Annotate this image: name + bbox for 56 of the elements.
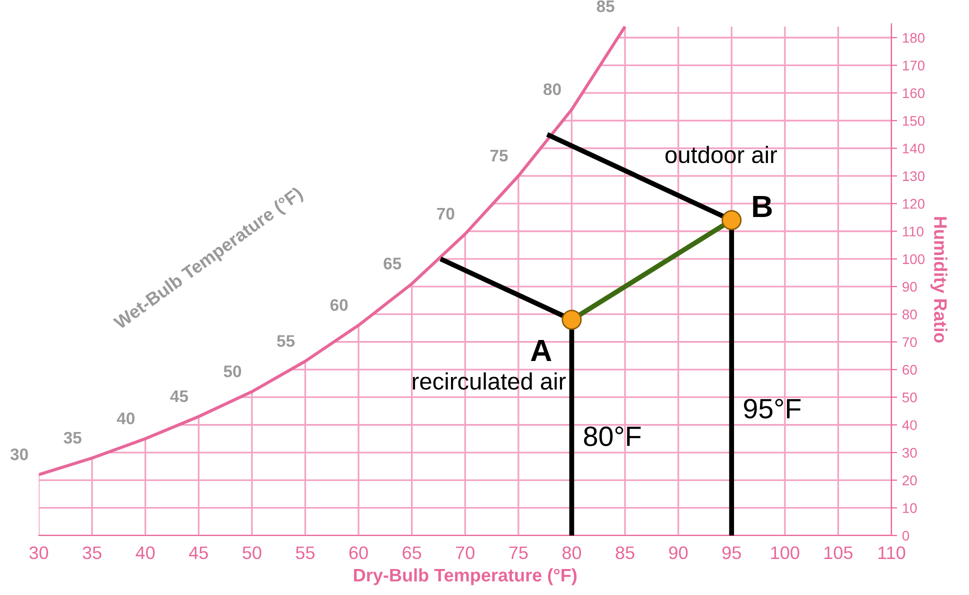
annotation: 30 [10,448,28,460]
y-tick-label: 30 [902,448,917,458]
annotation: 95°F [744,398,801,418]
y-tick-label: 10 [902,503,917,514]
x-tick-label: 110 [878,546,906,560]
annotation: B [753,196,772,217]
x-tick-label: 70 [456,546,474,560]
y-tick-label: 0 [902,530,910,541]
x-tick-label: 55 [296,546,315,560]
y-tick-label: 50 [902,392,917,402]
y-tick-label: 40 [902,420,917,430]
x-tick-label: 35 [82,546,102,560]
y-tick-label: 80 [902,310,917,320]
annotation: 60 [330,299,348,311]
annotation: 65 [384,258,402,270]
y-tick-label: 130 [902,171,925,182]
x-tick-label: 60 [349,546,368,560]
x-tick-label: 80 [562,546,582,560]
annotation: 80 [544,83,561,96]
annotation: 75 [490,150,508,162]
x-tick-label: 95 [722,546,741,560]
x-tick-label: 30 [29,546,48,560]
x-tick-label: 100 [771,546,800,560]
y-tick-label: 170 [902,60,925,70]
x-tick-label: 40 [136,546,155,560]
annotation: 50 [224,365,242,378]
annotation: 70 [437,208,454,220]
annotation: outdoor air [665,146,777,164]
annotation: A [530,340,552,361]
y-tick-label: 60 [902,364,917,375]
y-tick-label: 100 [902,254,925,264]
x-tick-label: 105 [824,546,852,560]
y-tick-label: 180 [902,32,925,43]
x-tick-label: 50 [242,546,262,560]
y-axis-title: Humidity Ratio [930,217,948,343]
annotation: 85 [596,0,614,12]
annotation: 40 [116,412,134,424]
y-tick-label: 150 [902,116,925,126]
annotation: 35 [64,432,82,444]
annotation: recirculated air [412,372,566,390]
x-tick-label: 75 [509,546,528,560]
x-tick-label: 45 [189,546,208,560]
y-tick-label: 90 [902,282,917,292]
annotation: 55 [277,335,295,347]
y-tick-label: 140 [902,144,925,154]
x-tick-label: 90 [669,546,688,560]
x-tick-label: 65 [402,546,422,560]
y-tick-label: 160 [902,88,925,98]
annotation: 80°F [584,426,641,446]
annotation: 45 [170,390,188,402]
x-tick-label: 85 [616,546,634,560]
x-axis-title: Dry-Bulb Temperature (°F) [354,568,577,586]
y-tick-label: 20 [902,476,917,486]
y-tick-label: 110 [902,226,924,236]
y-tick-label: 120 [902,198,925,209]
y-tick-label: 70 [902,337,917,348]
